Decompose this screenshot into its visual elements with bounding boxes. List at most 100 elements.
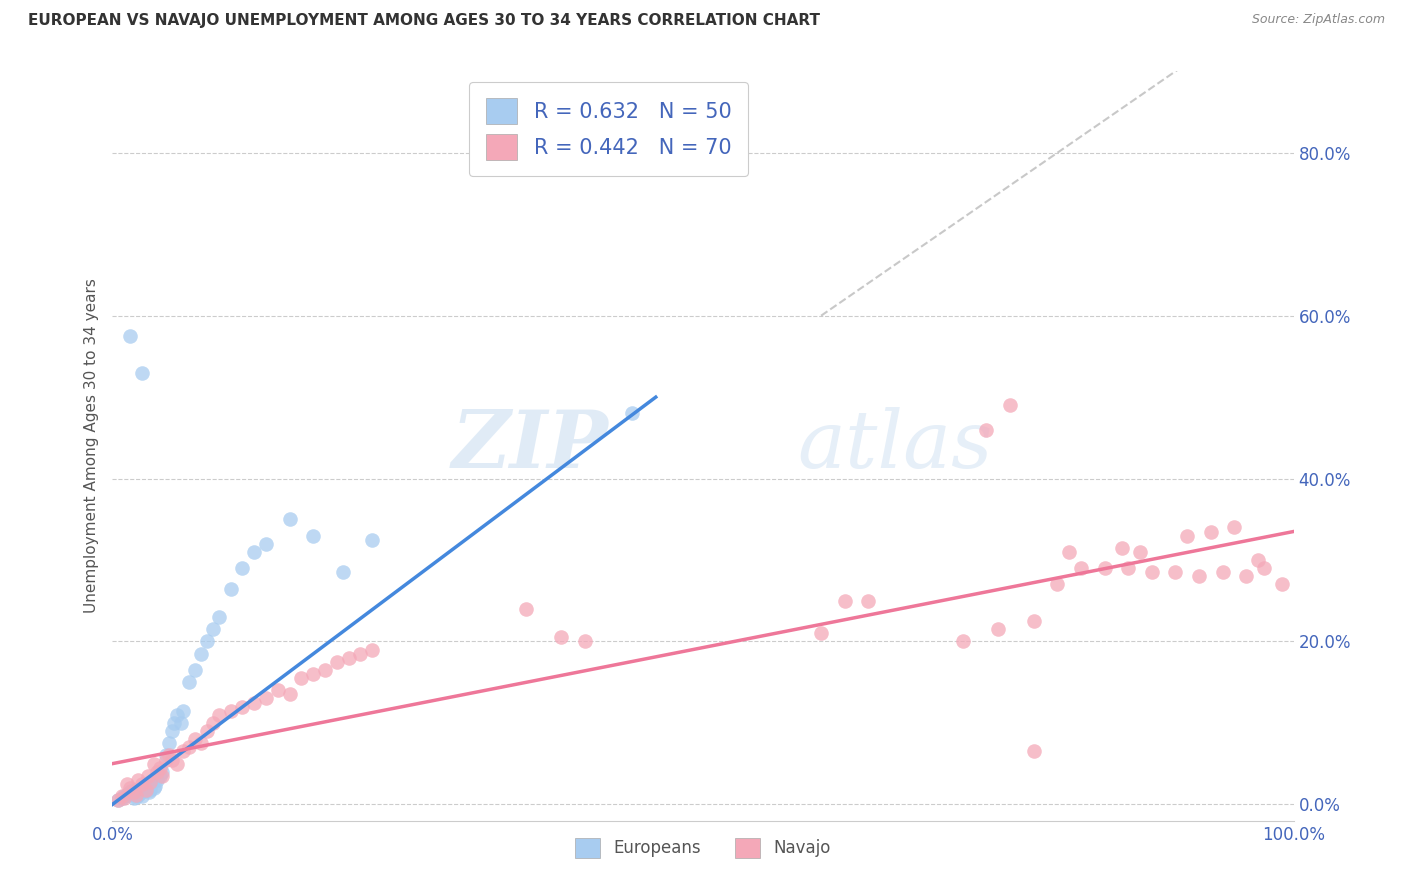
- Point: [184, 732, 207, 747]
- Point: [111, 790, 134, 805]
- Point: [172, 704, 194, 718]
- Point: [254, 691, 277, 706]
- Point: [208, 707, 231, 722]
- Point: [1094, 561, 1116, 575]
- Text: Source: ZipAtlas.com: Source: ZipAtlas.com: [1251, 13, 1385, 27]
- Point: [184, 663, 207, 677]
- Point: [131, 777, 153, 791]
- Point: [136, 780, 159, 794]
- Point: [124, 782, 146, 797]
- Point: [987, 622, 1010, 636]
- Point: [146, 772, 169, 787]
- Point: [120, 329, 142, 343]
- Point: [976, 423, 998, 437]
- Point: [361, 533, 384, 547]
- Point: [1223, 520, 1246, 534]
- Point: [1271, 577, 1294, 591]
- Point: [1175, 528, 1198, 542]
- Text: atlas: atlas: [797, 408, 993, 484]
- Point: [170, 715, 193, 730]
- Point: [952, 634, 974, 648]
- Point: [1140, 566, 1163, 580]
- Point: [1253, 561, 1275, 575]
- Point: [155, 748, 177, 763]
- Y-axis label: Unemployment Among Ages 30 to 34 years: Unemployment Among Ages 30 to 34 years: [83, 278, 98, 614]
- Point: [112, 789, 135, 804]
- Point: [127, 772, 149, 787]
- Point: [112, 790, 135, 805]
- Point: [150, 769, 173, 783]
- Point: [195, 634, 218, 648]
- Point: [1199, 524, 1222, 539]
- Text: ZIP: ZIP: [451, 408, 609, 484]
- Point: [142, 780, 165, 795]
- Point: [219, 582, 242, 596]
- Point: [231, 561, 253, 575]
- Point: [621, 406, 644, 420]
- Point: [107, 793, 129, 807]
- Point: [135, 782, 157, 797]
- Point: [190, 736, 212, 750]
- Point: [150, 764, 173, 779]
- Point: [141, 777, 163, 791]
- Point: [1022, 614, 1045, 628]
- Point: [111, 789, 134, 804]
- Point: [127, 788, 149, 802]
- Point: [142, 756, 165, 771]
- Point: [219, 704, 242, 718]
- Point: [125, 790, 148, 805]
- Point: [550, 631, 572, 645]
- Point: [332, 566, 354, 580]
- Point: [134, 780, 156, 795]
- Point: [149, 769, 172, 783]
- Point: [278, 687, 301, 701]
- Point: [107, 793, 129, 807]
- Point: [302, 528, 325, 542]
- Point: [122, 785, 145, 799]
- Point: [201, 715, 224, 730]
- Point: [515, 602, 537, 616]
- Point: [290, 671, 312, 685]
- Point: [302, 667, 325, 681]
- Point: [139, 782, 162, 797]
- Point: [127, 789, 149, 803]
- Point: [326, 655, 349, 669]
- Point: [122, 790, 145, 805]
- Point: [195, 724, 218, 739]
- Point: [1129, 545, 1152, 559]
- Point: [231, 699, 253, 714]
- Point: [131, 366, 153, 380]
- Point: [998, 398, 1021, 412]
- Point: [166, 707, 188, 722]
- Point: [135, 782, 157, 797]
- Point: [131, 789, 153, 804]
- Point: [179, 675, 201, 690]
- Point: [349, 647, 371, 661]
- Point: [1164, 566, 1187, 580]
- Point: [278, 512, 301, 526]
- Point: [574, 634, 596, 648]
- Point: [125, 788, 148, 802]
- Point: [361, 642, 384, 657]
- Point: [243, 696, 266, 710]
- Point: [132, 784, 155, 798]
- Point: [136, 769, 159, 783]
- Point: [128, 786, 150, 800]
- Point: [858, 593, 880, 607]
- Point: [120, 785, 142, 799]
- Point: [243, 545, 266, 559]
- Point: [172, 744, 194, 758]
- Point: [179, 740, 201, 755]
- Point: [115, 777, 138, 791]
- Point: [120, 780, 142, 795]
- Point: [1234, 569, 1257, 583]
- Point: [1111, 541, 1133, 555]
- Legend: Europeans, Navajo: Europeans, Navajo: [569, 831, 837, 864]
- Point: [139, 774, 162, 789]
- Point: [146, 764, 169, 779]
- Point: [120, 784, 142, 798]
- Point: [1046, 577, 1069, 591]
- Point: [337, 650, 360, 665]
- Point: [1022, 744, 1045, 758]
- Point: [157, 736, 180, 750]
